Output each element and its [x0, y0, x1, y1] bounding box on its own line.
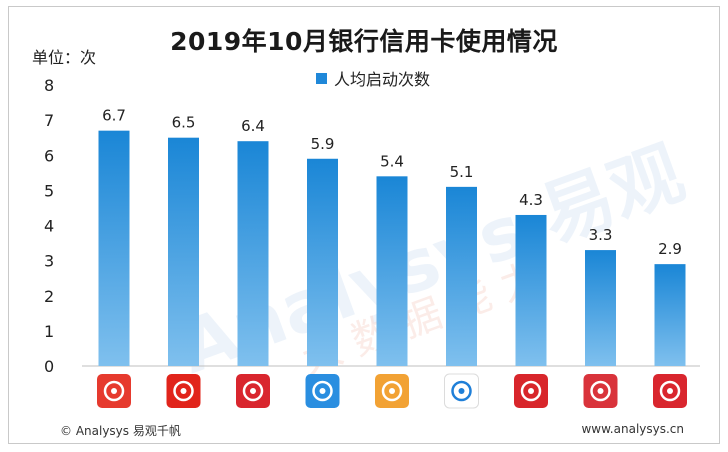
cmb-bank-app-icon [514, 374, 548, 408]
bar [168, 137, 199, 366]
bar [654, 264, 686, 366]
data-label: 6.4 [241, 117, 265, 135]
spdb-card-app-icon [97, 374, 131, 408]
legend: 人均启动次数 [316, 66, 430, 90]
y-tick-label: 7 [44, 111, 54, 130]
unit-label: 单位：次 [32, 48, 97, 67]
footer-source: © Analysys 易观千帆 [60, 424, 181, 438]
data-label: 2.9 [658, 240, 682, 258]
y-tick-label: 1 [44, 322, 54, 341]
data-labels: 6.7 6.5 6.4 5.9 5.4 5.1 4.3 3.3 2.9 [102, 107, 682, 258]
bar [446, 186, 477, 366]
bars [98, 130, 686, 366]
boc-life-app-icon [583, 374, 618, 408]
y-tick-label: 0 [44, 357, 54, 376]
y-tick-label: 4 [44, 217, 54, 236]
data-label: 5.4 [380, 152, 404, 170]
y-tick-label: 5 [44, 181, 54, 200]
bar [376, 176, 408, 366]
footer-url: www.analysys.cn [581, 422, 684, 436]
bar [98, 130, 130, 366]
bar [307, 158, 338, 366]
data-label: 6.7 [102, 107, 126, 125]
y-tick-label: 2 [44, 287, 54, 306]
data-label: 5.9 [311, 135, 335, 153]
cgb-app-icon [236, 374, 270, 408]
data-label: 5.1 [450, 163, 474, 181]
citic-bank-app-icon [166, 374, 201, 408]
y-tick-label: 8 [44, 76, 54, 95]
data-label: 6.5 [172, 114, 196, 132]
bar [237, 141, 269, 366]
thumb-app-icon [653, 374, 687, 408]
bar [515, 214, 547, 366]
category-icons [97, 373, 687, 409]
data-label: 3.3 [589, 226, 613, 244]
legend-swatch [316, 72, 327, 84]
chart-title: 2019年10月银行信用卡使用情况 [170, 27, 558, 56]
bocom-card-app-icon [375, 374, 409, 408]
y-tick-label: 6 [44, 146, 54, 165]
bar [585, 250, 616, 366]
data-label: 4.3 [519, 191, 543, 209]
quanmin-life-app-icon [305, 374, 340, 408]
icbc-app-icon [444, 373, 479, 409]
y-tick-label: 3 [44, 252, 54, 271]
legend-label: 人均启动次数 [334, 70, 431, 89]
